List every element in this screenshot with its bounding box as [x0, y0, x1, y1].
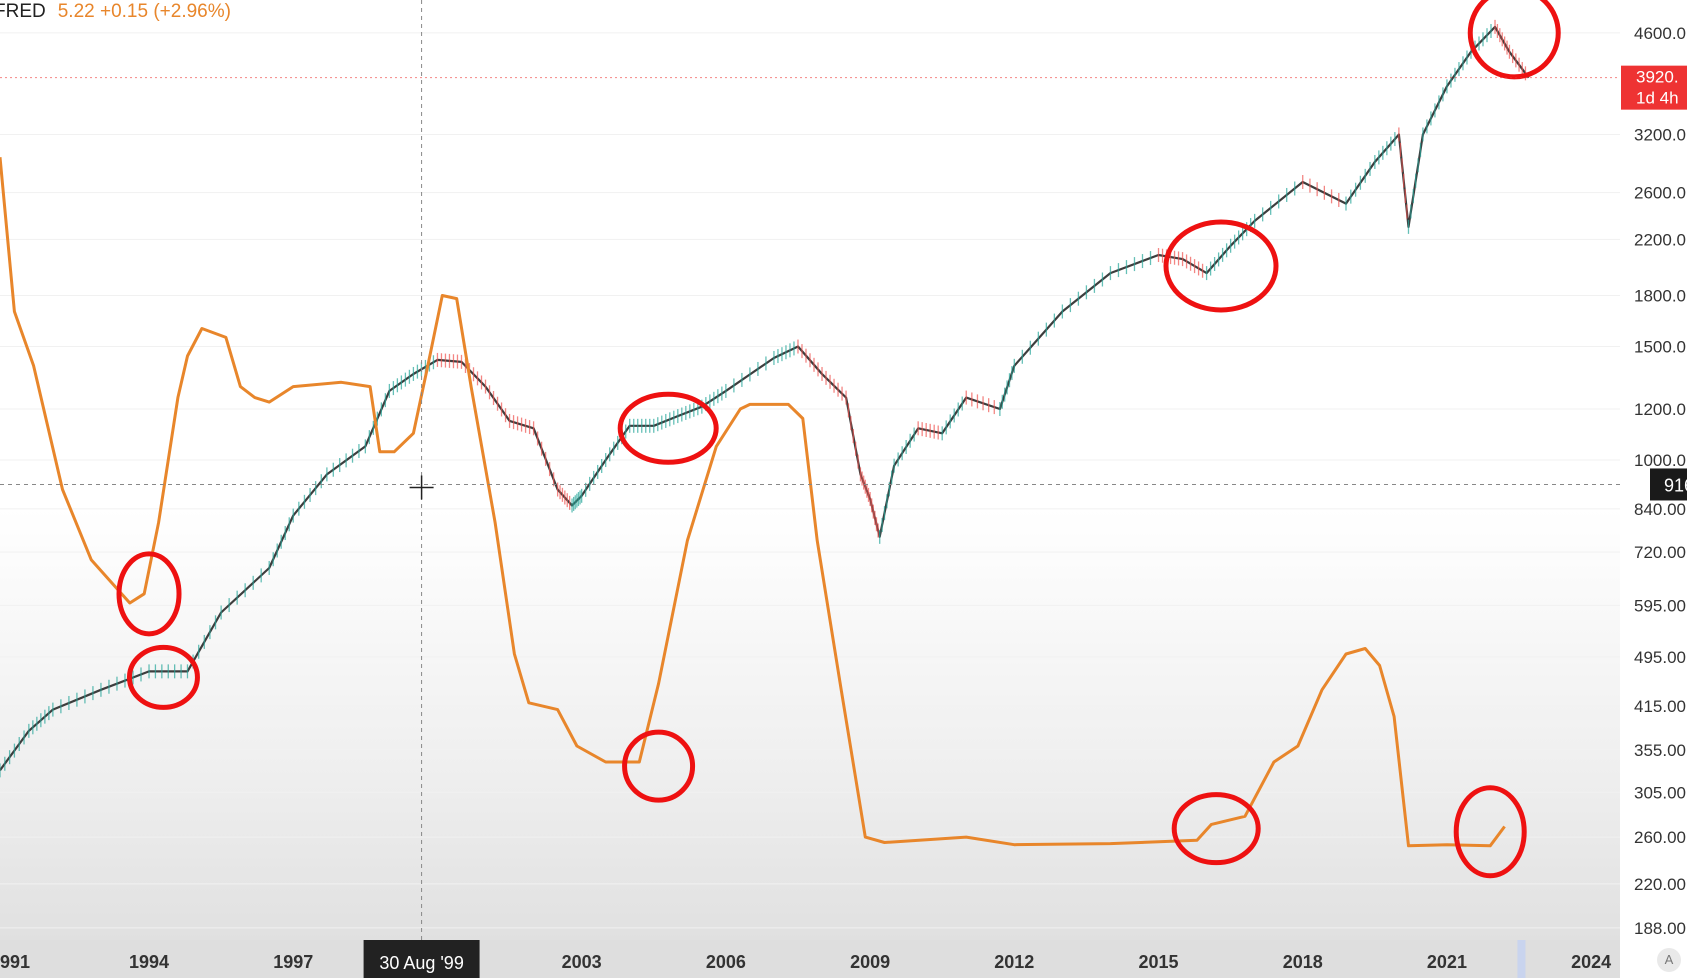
x-tick-label: 1997: [273, 952, 313, 972]
y-tick-label: 2200.0: [1634, 230, 1686, 249]
y-tick-label: 355.00: [1634, 741, 1686, 760]
last-price-value: 3920.: [1636, 68, 1679, 87]
x-tick-label: 1994: [129, 952, 169, 972]
y-tick-label: 1000.0: [1634, 451, 1686, 470]
x-tick-label: 2006: [706, 952, 746, 972]
annotation-circle: [126, 644, 200, 710]
annotation-circle: [116, 551, 182, 637]
y-tick-label: 2600.0: [1634, 184, 1686, 203]
y-tick-label: 4600.0: [1634, 24, 1686, 43]
y-tick-label: 720.00: [1634, 543, 1686, 562]
crosshair-price-box: [1650, 468, 1687, 501]
y-tick-label: 1500.0: [1634, 338, 1686, 357]
time-axis-background: [0, 940, 1620, 978]
annotation-circle: [1467, 0, 1561, 80]
y-tick-label: 1800.0: [1634, 287, 1686, 306]
annotation-circle: [622, 729, 696, 803]
x-tick-label: 991: [0, 952, 30, 972]
x-tick-label: 2012: [994, 952, 1034, 972]
axis-labels: 30 Aug '99 916.4 3920. 1d 4h: [363, 65, 1687, 978]
x-tick-label: 2021: [1427, 952, 1467, 972]
last-price-countdown: 1d 4h: [1636, 89, 1679, 108]
auto-scale-button[interactable]: A: [1657, 948, 1681, 972]
y-tick-label: 305.00: [1634, 783, 1686, 802]
rate-line: [0, 157, 1506, 848]
rate-series: [0, 157, 1506, 848]
legend-symbol[interactable]: FRED: [0, 1, 46, 22]
annotation-circles: [116, 0, 1561, 879]
price-line: [0, 25, 1530, 771]
price-series: [0, 19, 1530, 778]
annotation-circle: [1163, 219, 1279, 313]
x-tick-label: 2009: [850, 952, 890, 972]
y-tick-label: 415.00: [1634, 697, 1686, 716]
crosshair-cursor: [409, 475, 434, 500]
y-tick-label: 188.00: [1634, 919, 1686, 938]
y-tick-label: 220.00: [1634, 875, 1686, 894]
y-tick-label: 840.00: [1634, 500, 1686, 519]
y-tick-label: 495.00: [1634, 648, 1686, 667]
crosshair-price-label: 916.4: [1664, 475, 1687, 495]
legend-value: 5.22 +0.15 (+2.96%): [57, 1, 231, 22]
x-tick-label: 2024: [1571, 952, 1611, 972]
crosshair-date-box: [363, 940, 480, 978]
time-axis[interactable]: 991 1994 1997 2003 2006 2009 2012 2015 2018 2021 2…: [0, 940, 1620, 978]
annotation-circle: [1453, 785, 1527, 879]
grid: [0, 32, 1620, 929]
y-tick-label: 1200.0: [1634, 400, 1686, 419]
annotation-circle: [1171, 792, 1261, 866]
y-tick-label: 260.00: [1634, 828, 1686, 847]
crosshair-date-label: 30 Aug '99: [379, 953, 464, 973]
y-tick-label: 595.00: [1634, 596, 1686, 615]
legend: FRED 5.22 +0.15 (+2.96%): [0, 0, 231, 24]
x-tick-label: 2015: [1138, 952, 1178, 972]
current-range-marker: [1517, 940, 1526, 978]
x-tick-label: 2018: [1283, 952, 1323, 972]
x-tick-label: 2003: [562, 952, 602, 972]
last-price-tag: [1621, 65, 1687, 110]
y-tick-label: 3200.0: [1634, 125, 1686, 144]
annotation-circle: [617, 391, 719, 465]
crosshair: [0, 0, 1620, 940]
